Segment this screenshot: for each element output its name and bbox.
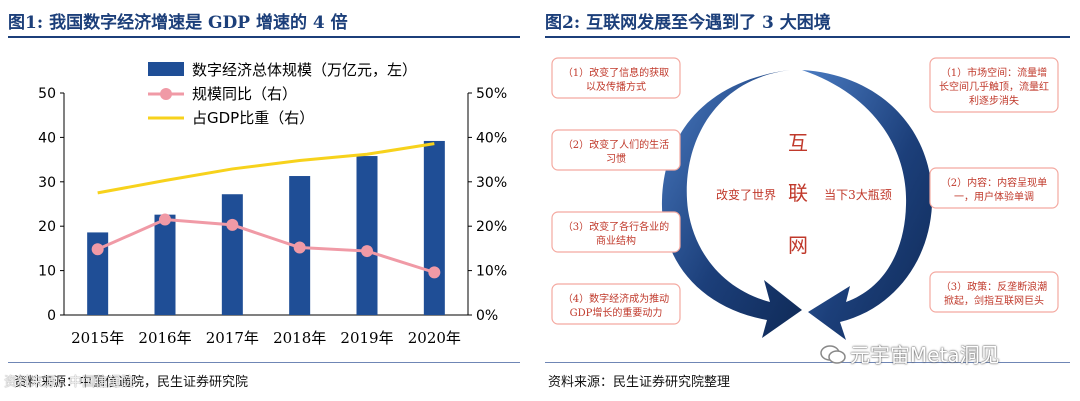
y-right-tick-label: 10% xyxy=(476,264,507,280)
y-left-tick-label: 20 xyxy=(38,219,56,235)
center-char-1: 互 xyxy=(788,131,808,155)
line-gdp-share xyxy=(97,142,435,195)
right-box-2-text: 一，用户体验单调 xyxy=(954,190,1034,203)
figure2-source: 资料来源：民生证券研究院整理 xyxy=(548,375,731,390)
y-right-tick-label: 30% xyxy=(476,175,507,191)
y-right-tick-label: 40% xyxy=(476,130,507,146)
bar-digital-economy xyxy=(154,214,176,315)
watermark-left: 资料来源：中国信通院 xyxy=(4,375,135,390)
left-box-2-text: （2）改变了人们的生活 xyxy=(563,138,669,151)
watermark-text: 元宇宙Meta洞见 xyxy=(850,343,1000,367)
watermark: 元宇宙Meta洞见 xyxy=(820,339,1000,368)
figure2-title: 图2: 互联网发展至今遇到了 3 大困境 xyxy=(545,8,831,33)
figure1-bottom-rule xyxy=(8,362,520,363)
y-left-tick-label: 30 xyxy=(38,175,56,191)
bar-digital-economy xyxy=(87,232,109,315)
y-right-tick-label: 0% xyxy=(476,308,498,324)
wechat-icon xyxy=(820,345,846,364)
figure1-title: 图1: 我国数字经济增速是 GDP 增速的 4 倍 xyxy=(8,8,348,33)
left-box-4-text: （4）数字经济成为推动 xyxy=(563,292,669,305)
right-box-2-text: （2）内容：内容呈现单 xyxy=(941,176,1047,189)
right-arrow-label: 当下3大瓶颈 xyxy=(824,188,892,202)
x-tick-label: 2018年 xyxy=(273,329,326,347)
legend-label-gdp: 占GDP比重（右） xyxy=(192,109,314,127)
left-box-3-text: （3）改变了各行各业的 xyxy=(563,220,669,233)
y-left-tick-label: 0 xyxy=(47,308,56,324)
right-box-1-box xyxy=(929,57,1059,113)
figure1-source: 资料来源：中国信通院，民生证券研究院 xyxy=(14,375,249,390)
point-yoy-growth xyxy=(293,241,306,254)
figure1-chart: 0 0% 10 10% 20 20% 30 30% 40 40% 50 50% 2015年 2016年 20… xyxy=(38,61,507,347)
y-right-tick-label: 50% xyxy=(476,86,507,102)
right-box-1-text: 利逐步消失 xyxy=(969,94,1019,107)
left-box-2-box xyxy=(551,129,681,171)
x-tick-label: 2017年 xyxy=(206,329,259,347)
right-box-3-text: （3）政策：反垄断浪潮 xyxy=(941,280,1047,293)
center-char-2: 联 xyxy=(788,181,808,205)
figure1-title-text: 我国数字经济增速是 GDP 增速的 4 倍 xyxy=(49,13,348,33)
bar-digital-economy xyxy=(423,140,445,315)
right-box-1-text: 长空间几乎触顶，流量红 xyxy=(939,80,1049,93)
right-box-3-text: 掀起，剑指互联网巨头 xyxy=(944,294,1044,307)
bar-digital-economy xyxy=(356,156,378,315)
right-crescent-arrow xyxy=(802,70,933,340)
y-right-tick-label: 20% xyxy=(476,219,507,235)
line-yoy-growth xyxy=(97,218,435,274)
legend-label-yoy: 规模同比（右） xyxy=(192,85,297,103)
point-yoy-growth xyxy=(91,243,104,256)
figure2-label: 图2: xyxy=(545,13,581,33)
x-tick-label: 2019年 xyxy=(340,329,393,347)
right-box-3-box xyxy=(929,271,1059,313)
x-tick-label: 2020年 xyxy=(408,329,461,347)
left-box-4-box xyxy=(551,283,681,325)
figure2-title-text: 互联网发展至今遇到了 3 大困境 xyxy=(586,13,831,33)
left-box-3-text: 商业结构 xyxy=(596,234,636,247)
figure2-top-rule xyxy=(545,36,1070,38)
point-yoy-growth xyxy=(361,245,373,258)
left-box-2-text: 习惯 xyxy=(606,152,626,165)
left-box-1-text: 以及传播方式 xyxy=(586,80,646,93)
y-left-tick-label: 10 xyxy=(38,264,56,280)
legend-label-bar: 数字经济总体规模（万亿元，左） xyxy=(192,61,417,79)
x-tick-label: 2015年 xyxy=(71,329,124,347)
center-char-3: 网 xyxy=(788,233,808,257)
point-yoy-growth xyxy=(159,213,171,226)
left-box-1-text: （1）改变了信息的获取 xyxy=(563,66,669,79)
right-box-1-text: （1）市场空间：流量增 xyxy=(941,66,1047,79)
x-tick-label: 2016年 xyxy=(138,329,191,347)
point-yoy-growth xyxy=(428,266,441,279)
y-left-tick-label: 40 xyxy=(38,130,56,146)
legend-swatch-bar xyxy=(148,62,184,76)
left-box-1-box xyxy=(551,57,681,99)
left-arrow-label: 改变了世界 xyxy=(716,187,776,202)
figure1-label: 图1: xyxy=(8,13,44,33)
y-left-tick-label: 50 xyxy=(38,86,56,102)
figure1-top-rule xyxy=(8,36,520,38)
point-yoy-growth xyxy=(226,218,239,231)
figure2-bottom-rule xyxy=(545,362,1070,363)
right-box-2-box xyxy=(929,167,1059,209)
bar-digital-economy xyxy=(221,194,243,315)
left-box-4-text: GDP增长的重要动力 xyxy=(570,306,663,319)
left-box-3-box xyxy=(551,211,681,253)
legend-marker-yoy xyxy=(160,88,172,100)
left-crescent-arrow xyxy=(661,70,802,338)
